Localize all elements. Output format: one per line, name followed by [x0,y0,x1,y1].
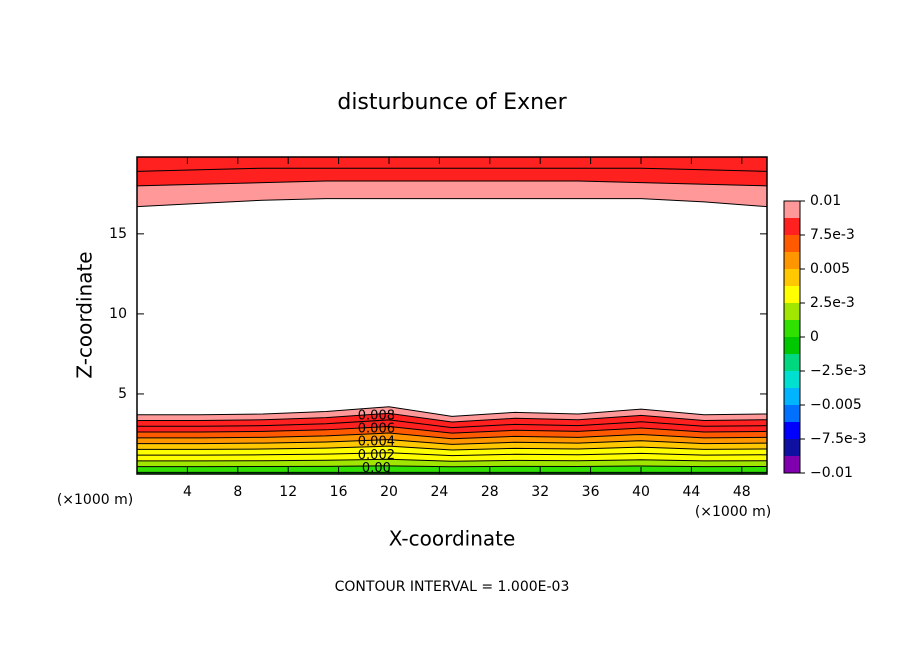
y-tick-label: 5 [118,386,127,402]
plot-area [137,157,767,474]
contour-line [137,425,767,434]
contour-label: 0.00 [362,461,391,476]
x-tick-label: 48 [733,484,751,500]
x-tick-label: 4 [183,484,192,500]
colorbar-swatch [784,303,800,320]
colorbar-swatch [784,371,800,388]
colorbar-swatch [784,354,800,371]
colorbar-swatch [784,337,800,354]
y-tick-label: 15 [109,226,127,242]
colorbar-swatch [784,252,800,269]
footer: CONTOUR INTERVAL = 1.000E-03 [335,579,570,595]
x-tick-label: 28 [481,484,499,500]
x-tick-label: 40 [632,484,650,500]
contour-fill [137,465,767,473]
contour-line [137,412,767,423]
colorbar-swatch [784,218,800,235]
contour-label: 0.006 [358,422,395,437]
contour-line [137,458,767,462]
colorbar-swatch [784,388,800,405]
colorbar-swatch [784,235,800,252]
colorbar-tick-label: −0.01 [810,465,853,481]
x-tick-label: 8 [233,484,242,500]
axes-frame [136,156,768,475]
colorbar-swatch [784,405,800,422]
colorbar-tick-label: 0.005 [810,261,850,277]
colorbar-tick-label: −0.005 [810,397,862,413]
colorbar-tick-label: −2.5e-3 [810,363,867,379]
y-tick-label: 10 [109,306,127,322]
contour-line [137,198,767,208]
contour-line [137,406,767,417]
x-tick-label: 12 [279,484,297,500]
x-tick-label: 44 [682,484,700,500]
contour-label: 0.002 [358,448,395,463]
y-unit: (×1000 m) [57,492,133,508]
colorbar-tick-label: 7.5e-3 [810,227,855,243]
colorbar-tick-label: 2.5e-3 [810,295,855,311]
contour-line [137,465,767,468]
x-tick-label: 36 [582,484,600,500]
colorbar-tick-label: 0.01 [810,193,841,209]
colorbar-swatch [784,320,800,337]
x-tick-label: 20 [380,484,398,500]
x-tick-label: 16 [330,484,348,500]
colorbar-swatch [784,286,800,303]
contour-line [137,452,767,457]
colorbar-swatch [784,456,800,473]
x-unit: (×1000 m) [695,504,771,520]
y-axis-label: Z-coordinate [73,251,97,378]
contour-line [137,419,767,429]
x-tick-label: 24 [430,484,448,500]
colorbar-tick-label: −7.5e-3 [810,431,867,447]
contour-line [137,439,767,445]
contour-line [137,180,767,187]
contour-line [137,445,767,451]
colorbar-swatch [784,201,800,218]
x-axis-label: X-coordinate [389,527,516,551]
colorbar-swatch [784,269,800,286]
contour-fill [137,406,767,422]
contour-fill [137,181,767,207]
contour-fill [137,419,767,434]
contour-fill [137,459,767,467]
contour-line [137,167,767,172]
x-tick-label: 32 [531,484,549,500]
colorbar-tick-label: 0 [810,329,819,345]
colorbar-swatch [784,439,800,456]
contour-line [137,432,767,440]
chart-title: disturbunce of Exner [337,90,567,115]
contour-label: 0.004 [358,435,395,450]
contour-label: 0.008 [358,408,395,423]
contour-fill [137,413,767,428]
colorbar-swatch [784,422,800,439]
